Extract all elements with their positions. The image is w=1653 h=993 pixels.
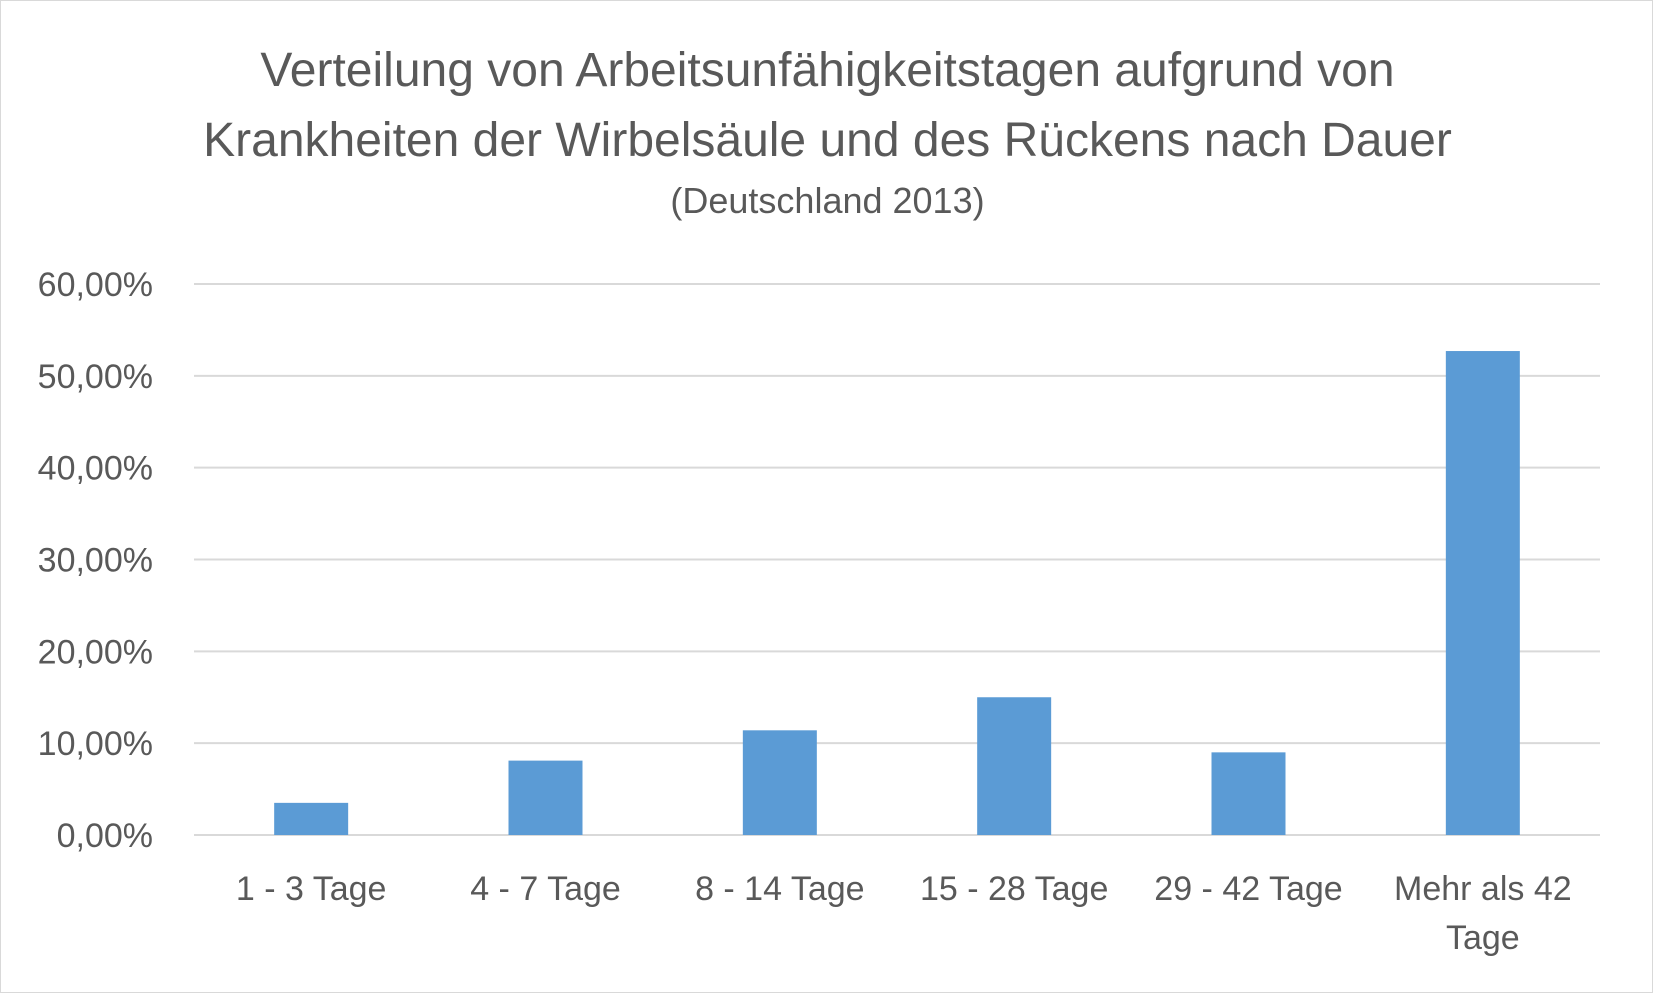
bar: [508, 760, 583, 835]
bar: [742, 730, 817, 835]
y-tick-label: 20,00%: [38, 633, 153, 671]
bar: [274, 802, 349, 835]
x-category-label: Tage: [1446, 919, 1520, 957]
x-category-label: 8 - 14 Tage: [695, 870, 865, 908]
chart-subtitle: (Deutschland 2013): [670, 180, 985, 221]
bar: [977, 697, 1052, 835]
y-tick-label: 50,00%: [38, 358, 153, 396]
y-tick-label: 60,00%: [38, 266, 153, 304]
y-tick-label: 0,00%: [57, 817, 153, 855]
y-tick-label: 10,00%: [38, 725, 153, 763]
x-category-label: 1 - 3 Tage: [236, 870, 387, 908]
y-tick-label: 30,00%: [38, 542, 153, 580]
x-category-label: 4 - 7 Tage: [470, 870, 621, 908]
x-category-label: Mehr als 42: [1394, 870, 1572, 908]
x-category-label: 15 - 28 Tage: [920, 870, 1108, 908]
chart-title-line-1: Verteilung von Arbeitsunfähigkeitstagen …: [260, 44, 1395, 97]
x-category-label: 29 - 42 Tage: [1154, 870, 1342, 908]
bar: [1211, 752, 1286, 835]
chart-title-line-2: Krankheiten der Wirbelsäule und des Rück…: [203, 114, 1452, 167]
bar: [1445, 351, 1520, 835]
y-tick-label: 40,00%: [38, 450, 153, 488]
